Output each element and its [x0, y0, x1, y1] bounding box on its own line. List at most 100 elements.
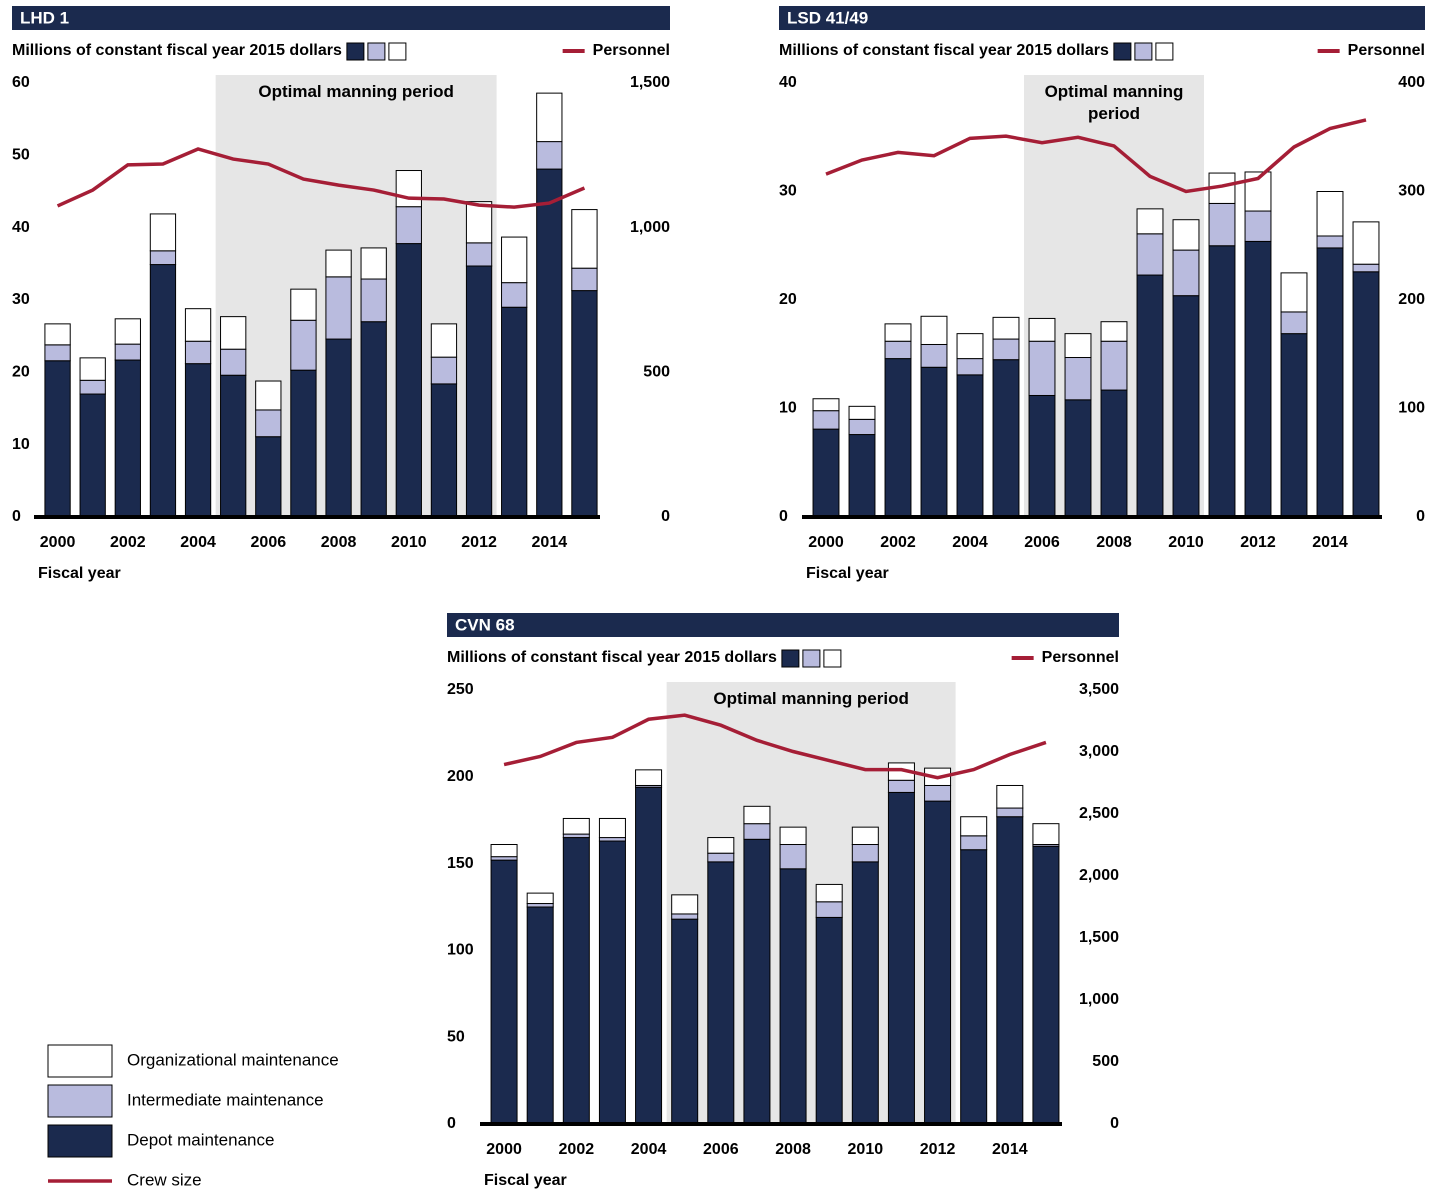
y-tick-label: 20: [12, 364, 30, 381]
bar-segment: [996, 816, 1024, 1125]
bar-segment: [992, 338, 1020, 361]
bar-segment: [671, 913, 699, 920]
personnel-line: [503, 713, 1047, 780]
x-tick-label: 2000: [486, 1141, 522, 1158]
x-tick-label: 2012: [1240, 534, 1276, 551]
bar-segment: [960, 835, 988, 851]
bar-segment: [360, 321, 387, 518]
bar-segment: [465, 242, 493, 267]
bar-segment: [490, 844, 518, 858]
bar-segment: [851, 861, 879, 1125]
bar-segment: [290, 369, 317, 518]
y2-tick-label: 0: [661, 508, 670, 525]
y2-tick-label: 2,000: [1079, 867, 1119, 884]
bar-segment: [1172, 249, 1200, 297]
bar-segment: [1064, 399, 1092, 518]
bar-segment: [920, 366, 948, 518]
bar-segment: [114, 359, 141, 518]
chart-title: CVN 68: [455, 615, 515, 634]
legend-swatch: [47, 1084, 113, 1118]
x-tick-label: 2002: [880, 534, 916, 551]
bar-segment: [501, 306, 528, 518]
legend-swatch: [823, 649, 842, 668]
y-tick-label: 10: [12, 436, 30, 453]
bar-segment: [44, 323, 71, 346]
legend-label: Depot maintenance: [127, 1130, 274, 1149]
bar-segment: [395, 206, 422, 245]
bar-segment: [743, 823, 771, 840]
x-axis-label: Fiscal year: [38, 565, 121, 582]
bar-segment: [848, 434, 876, 518]
bar-segment: [114, 343, 141, 361]
bar-segment: [1172, 219, 1200, 251]
bar-segment: [536, 92, 563, 143]
bar-segment: [1352, 221, 1380, 265]
bar-segment: [220, 348, 247, 376]
bar-segment: [812, 428, 840, 518]
x-tick-label: 2008: [321, 534, 357, 551]
legend-label: Organizational maintenance: [127, 1050, 339, 1069]
bar-segment: [571, 290, 598, 518]
annotation: Optimal manning period: [713, 689, 909, 708]
bar-segment: [743, 805, 771, 825]
bar-segment: [360, 247, 387, 280]
y2-tick-label: 1,000: [1079, 991, 1119, 1008]
bar-segment: [1028, 340, 1056, 396]
bar-segment: [956, 358, 984, 376]
bar-segment: [184, 340, 212, 365]
legend-swatch: [802, 649, 821, 668]
bar-segment: [430, 323, 458, 358]
bar-segment: [815, 883, 843, 903]
bar-segment: [1316, 247, 1344, 518]
bar-segment: [149, 250, 177, 266]
bar-segment: [1316, 191, 1344, 237]
y-tick-label: 150: [447, 855, 474, 872]
y-tick-label: 30: [12, 291, 30, 308]
title-bar: [447, 613, 1119, 637]
bar-segment: [671, 918, 699, 1125]
x-tick-label: 2012: [920, 1141, 956, 1158]
y-tick-label: 40: [779, 74, 797, 91]
bar-segment: [635, 786, 663, 1125]
x-tick-label: 2014: [992, 1141, 1028, 1158]
bar-segment: [996, 807, 1024, 818]
chart-panel: LSD 41/49 Millions of constant fiscal yea…: [779, 6, 1425, 582]
y2-tick-label: 1,500: [1079, 929, 1119, 946]
bar-segment: [1100, 389, 1128, 518]
bar-segment: [1208, 172, 1236, 204]
x-tick-label: 2014: [1312, 534, 1348, 551]
x-tick-label: 2002: [110, 534, 146, 551]
y-tick-label: 0: [447, 1115, 456, 1132]
legend-label: Personnel: [1042, 649, 1119, 666]
annotation: Optimal manning period: [1044, 82, 1184, 123]
x-tick-label: 2008: [1096, 534, 1132, 551]
x-tick-label: 2004: [952, 534, 988, 551]
bar-segment: [924, 800, 952, 1125]
bar-segment: [220, 374, 247, 518]
bar-segment: [884, 358, 912, 518]
bar-segment: [1028, 317, 1056, 342]
x-tick-label: 2010: [1168, 534, 1204, 551]
bar-segment: [526, 903, 554, 908]
bar-segment: [851, 826, 879, 846]
bar-segment: [1352, 271, 1380, 518]
y-tick-label: 50: [447, 1028, 465, 1045]
legend-swatch: [1155, 42, 1174, 61]
y2-tick-label: 100: [1398, 400, 1425, 417]
bar-segment: [395, 170, 422, 208]
bar-segment: [79, 393, 106, 518]
y-tick-label: 0: [779, 508, 788, 525]
bar-segment: [1280, 272, 1308, 313]
bar-segment: [255, 380, 282, 411]
title-bar: [12, 6, 670, 30]
bar-segment: [1280, 333, 1308, 518]
y-tick-label: 20: [779, 291, 797, 308]
bar-segment: [996, 784, 1024, 809]
x-tick-label: 2000: [808, 534, 844, 551]
bar-segment: [1208, 202, 1236, 247]
bar-segment: [290, 288, 317, 321]
legend-swatch: [367, 42, 386, 61]
bar-segment: [992, 316, 1020, 340]
